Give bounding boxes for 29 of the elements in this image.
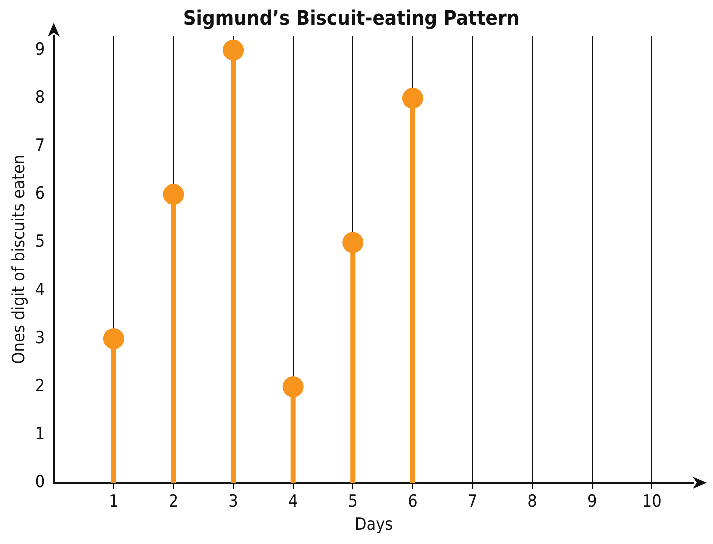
y-tick-label: 6 [35,184,46,204]
y-tick-label: 4 [35,280,46,300]
x-tick-label: 6 [408,492,418,512]
x-tick-label: 7 [468,492,478,512]
chart-title: Sigmund’s Biscuit-eating Pattern [183,6,520,30]
y-tick-label: 5 [35,232,46,252]
x-tick-label: 9 [587,492,598,512]
x-tick-label: 1 [109,492,119,512]
y-tick-label: 9 [35,40,46,60]
point [103,328,124,350]
x-axis-title: Days [354,515,394,536]
point [282,376,304,398]
y-tick-label: 0 [35,472,46,493]
x-tick-label: 10 [642,492,662,512]
x-tick-label: 4 [288,492,298,512]
y-tick-label: 2 [35,376,46,396]
point [163,184,184,206]
x-tick-label: 3 [228,492,238,512]
y-tick-label: 1 [35,424,46,445]
x-tick-label: 5 [348,492,358,512]
point [402,88,424,110]
y-axis-title: Ones digit of biscuits eaten [10,154,30,364]
x-tick-label: 2 [168,492,179,512]
x-tick-label: 8 [528,492,538,512]
y-tick-label: 8 [35,88,46,108]
y-tick-label: 7 [35,136,46,156]
point [223,40,244,61]
y-tick-label: 3 [35,328,46,348]
point [342,232,364,254]
